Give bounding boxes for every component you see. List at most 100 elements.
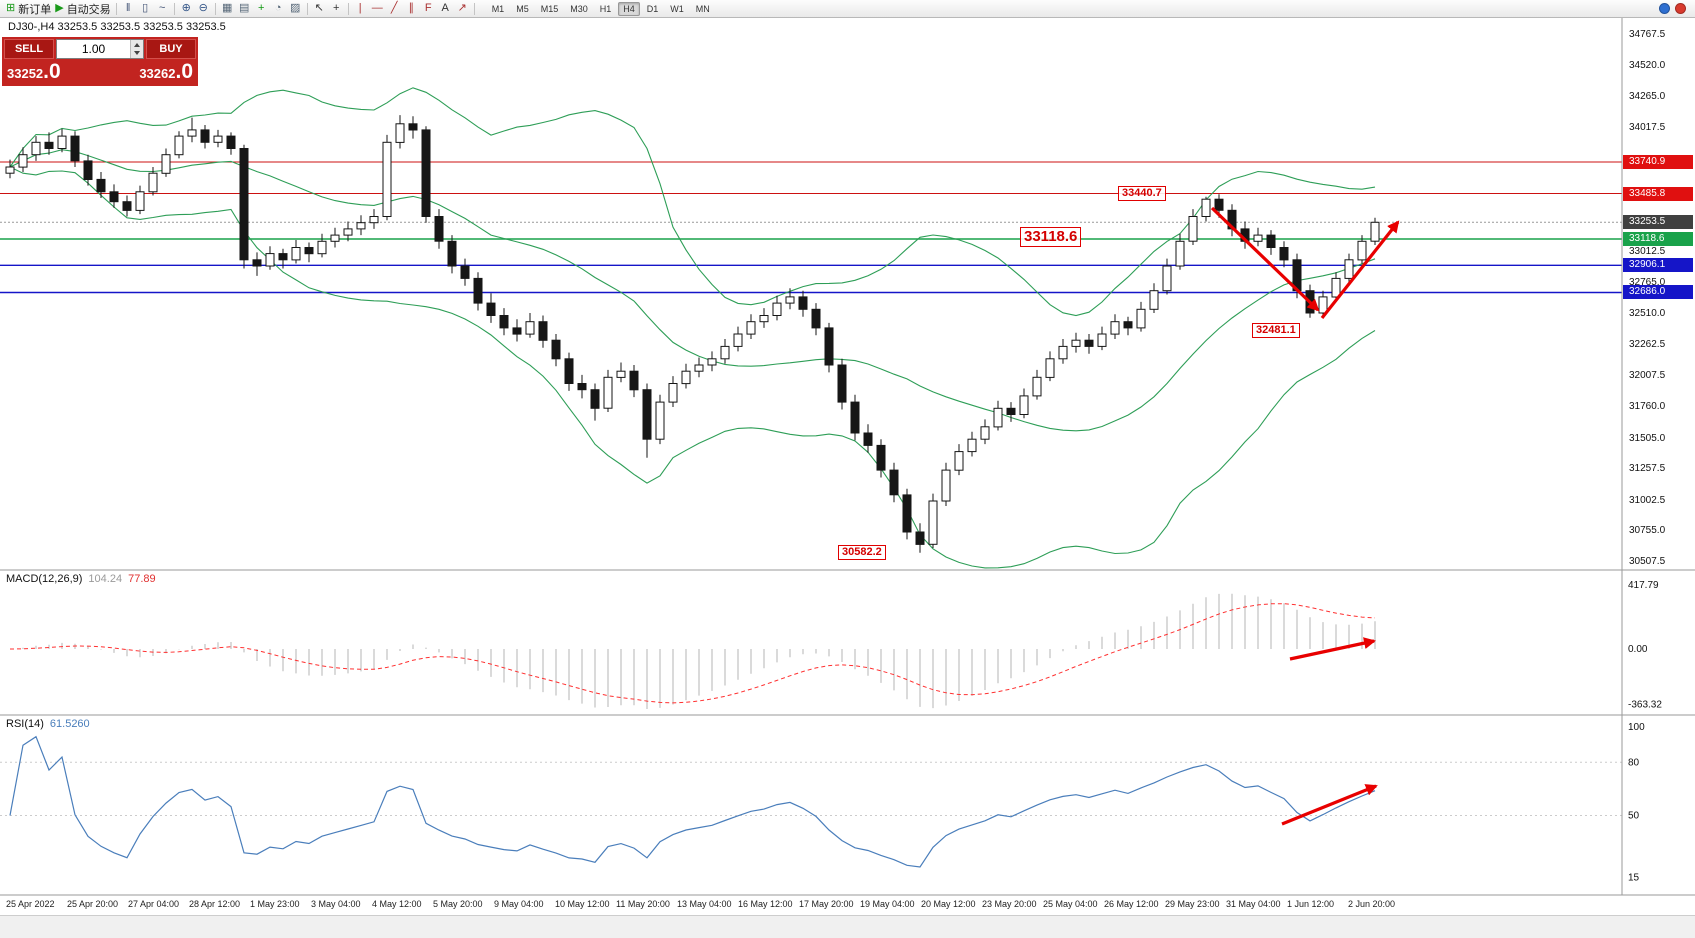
rsi-label: RSI(14)	[6, 718, 44, 730]
candlestick-series	[5, 115, 1380, 553]
zoom-in-icon: ⊕	[181, 2, 191, 14]
svg-text:100: 100	[1628, 722, 1645, 733]
autotrading-label: 自动交易	[66, 3, 111, 16]
time-label: 11 May 20:00	[616, 899, 670, 909]
price-tick: 31760.0	[1629, 401, 1666, 412]
sell-price: 33252.0	[7, 61, 61, 82]
price-tick: 34265.0	[1629, 91, 1666, 102]
volume-increase-button[interactable]	[131, 40, 143, 49]
price-tick: 34017.5	[1629, 122, 1666, 133]
timeframe-h1-button[interactable]: H1	[599, 3, 612, 14]
price-tag: 32686.0	[1623, 285, 1693, 299]
chart-candles-icon: ▯	[142, 2, 149, 14]
timeframe-w1-button[interactable]: W1	[670, 3, 684, 14]
time-label: 9 May 04:00	[494, 899, 544, 909]
fibonacci-icon: F	[424, 2, 432, 14]
autotrading-icon: ▶	[55, 2, 64, 14]
data-window-icon: ▤	[238, 2, 250, 14]
new-order-button[interactable]: ⊞ 新订单	[4, 1, 53, 17]
time-label: 5 May 20:00	[433, 899, 483, 909]
time-axis[interactable]: 25 Apr 2022 25 Apr 20:00 27 Apr 04:00 28 Ap…	[0, 896, 1622, 914]
price-tick: 33012.5	[1629, 246, 1666, 257]
price-tick: 34767.5	[1629, 29, 1666, 40]
zoom-in-button[interactable]: ⊕	[178, 1, 195, 17]
status-icon-blue[interactable]	[1659, 3, 1670, 14]
timeframe-mn-button[interactable]: MN	[695, 3, 710, 14]
timeframe-m1-button[interactable]: M1	[491, 3, 505, 14]
price-tag: 33253.5	[1623, 215, 1693, 229]
arrow-objects-button[interactable]: ↗	[454, 1, 471, 17]
tile-windows-icon: ▦	[221, 2, 233, 14]
timeframe-h4-button[interactable]: H4	[618, 1, 640, 16]
time-label: 13 May 04:00	[677, 899, 732, 909]
indicators-button[interactable]: +	[253, 1, 270, 17]
time-label: 25 Apr 2022	[6, 899, 55, 909]
svg-text:0.00: 0.00	[1628, 644, 1648, 655]
chart-line-button[interactable]: ~	[154, 1, 171, 17]
price-tick: 32510.0	[1629, 308, 1666, 319]
price-tag: 32906.1	[1623, 258, 1693, 272]
chart-candles-button[interactable]: ▯	[137, 1, 154, 17]
fibonacci-button[interactable]: F	[420, 1, 437, 17]
crosshair-button[interactable]: +	[328, 1, 345, 17]
indicators-icon: +	[257, 2, 265, 14]
chart-bars-icon: ‖	[125, 2, 131, 14]
data-window-button[interactable]: ▤	[236, 1, 253, 17]
time-label: 29 May 23:00	[1165, 899, 1220, 909]
cursor-button[interactable]: ↖	[311, 1, 328, 17]
one-click-trading-panel[interactable]: SELL BUY 33252.0 33262.0	[2, 37, 198, 86]
toolbar-separator	[473, 2, 475, 15]
periods-clock-button[interactable]: ◔	[270, 1, 287, 17]
price-tick: 34520.0	[1629, 60, 1666, 71]
price-tick: 30507.5	[1629, 556, 1666, 567]
volume-input[interactable]	[57, 40, 130, 58]
timeframe-group: M1 M5 M15 M30 H1 H4 D1 W1 MN	[486, 1, 716, 16]
timeframe-m30-button[interactable]: M30	[570, 3, 588, 14]
sell-button[interactable]: SELL	[4, 39, 54, 59]
timeframe-m15-button[interactable]: M15	[540, 3, 559, 14]
timeframe-m5-button[interactable]: M5	[516, 3, 529, 14]
horizontal-line-icon: —	[371, 2, 383, 14]
time-label: 27 Apr 04:00	[128, 899, 180, 909]
sell-price-frac: .0	[43, 60, 61, 83]
time-label: 17 May 20:00	[799, 899, 854, 909]
zoom-out-button[interactable]: ⊖	[195, 1, 212, 17]
trendline-icon: ╱	[390, 2, 398, 14]
periods-clock-icon: ◔	[274, 2, 282, 14]
sell-price-main: 33252	[7, 66, 44, 81]
price-tag: 33118.6	[1623, 232, 1693, 246]
macd-main-value: 104.24	[88, 573, 123, 585]
price-tick: 32765.0	[1629, 277, 1666, 288]
time-label: 28 Apr 12:00	[189, 899, 241, 909]
trendline-button[interactable]: ╱	[386, 1, 403, 17]
volume-decrease-button[interactable]	[131, 49, 143, 58]
channel-button[interactable]: ∥	[403, 1, 420, 17]
buy-button[interactable]: BUY	[146, 39, 196, 59]
price-tick: 32007.5	[1629, 370, 1666, 381]
time-label: 4 May 12:00	[372, 899, 422, 909]
macd-label: MACD(12,26,9)	[6, 573, 83, 585]
autotrading-button[interactable]: ▶ 自动交易	[53, 1, 112, 17]
buy-price-main: 33262	[139, 66, 176, 81]
vertical-line-button[interactable]: |	[352, 1, 369, 17]
toolbar-status	[1659, 3, 1691, 14]
templates-button[interactable]: ▨	[287, 1, 304, 17]
volume-control	[56, 39, 144, 59]
tile-windows-button[interactable]: ▦	[219, 1, 236, 17]
price-tick: 30755.0	[1629, 525, 1666, 536]
price-axis[interactable]: 34767.5 34520.0 34265.0 34017.5 33012.5 32765…	[1623, 0, 1695, 938]
new-order-icon: ⊞	[6, 2, 16, 14]
new-order-label: 新订单	[18, 3, 52, 16]
macd-plot	[9, 593, 1376, 709]
chart-bars-button[interactable]: ‖	[120, 1, 137, 17]
status-icon-red[interactable]	[1675, 3, 1686, 14]
price-tick: 31257.5	[1629, 463, 1666, 474]
rsi-plot	[0, 735, 1622, 868]
timeframe-d1-button[interactable]: D1	[646, 3, 659, 14]
time-label: 19 May 04:00	[860, 899, 915, 909]
time-label: 25 Apr 20:00	[67, 899, 119, 909]
horizontal-line-button[interactable]: —	[369, 1, 386, 17]
buy-price-frac: .0	[175, 60, 193, 83]
text-label-button[interactable]: A	[437, 1, 454, 17]
